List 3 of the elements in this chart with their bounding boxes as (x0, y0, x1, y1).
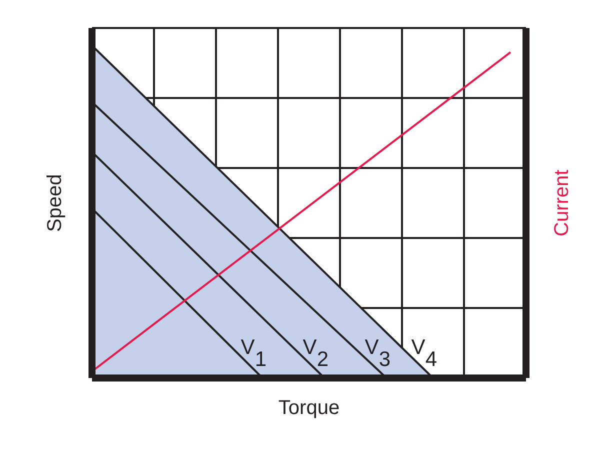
y-axis-title: Speed (44, 174, 66, 232)
x-axis-title: Torque (278, 397, 340, 419)
y2-axis-title: Current (551, 169, 574, 236)
